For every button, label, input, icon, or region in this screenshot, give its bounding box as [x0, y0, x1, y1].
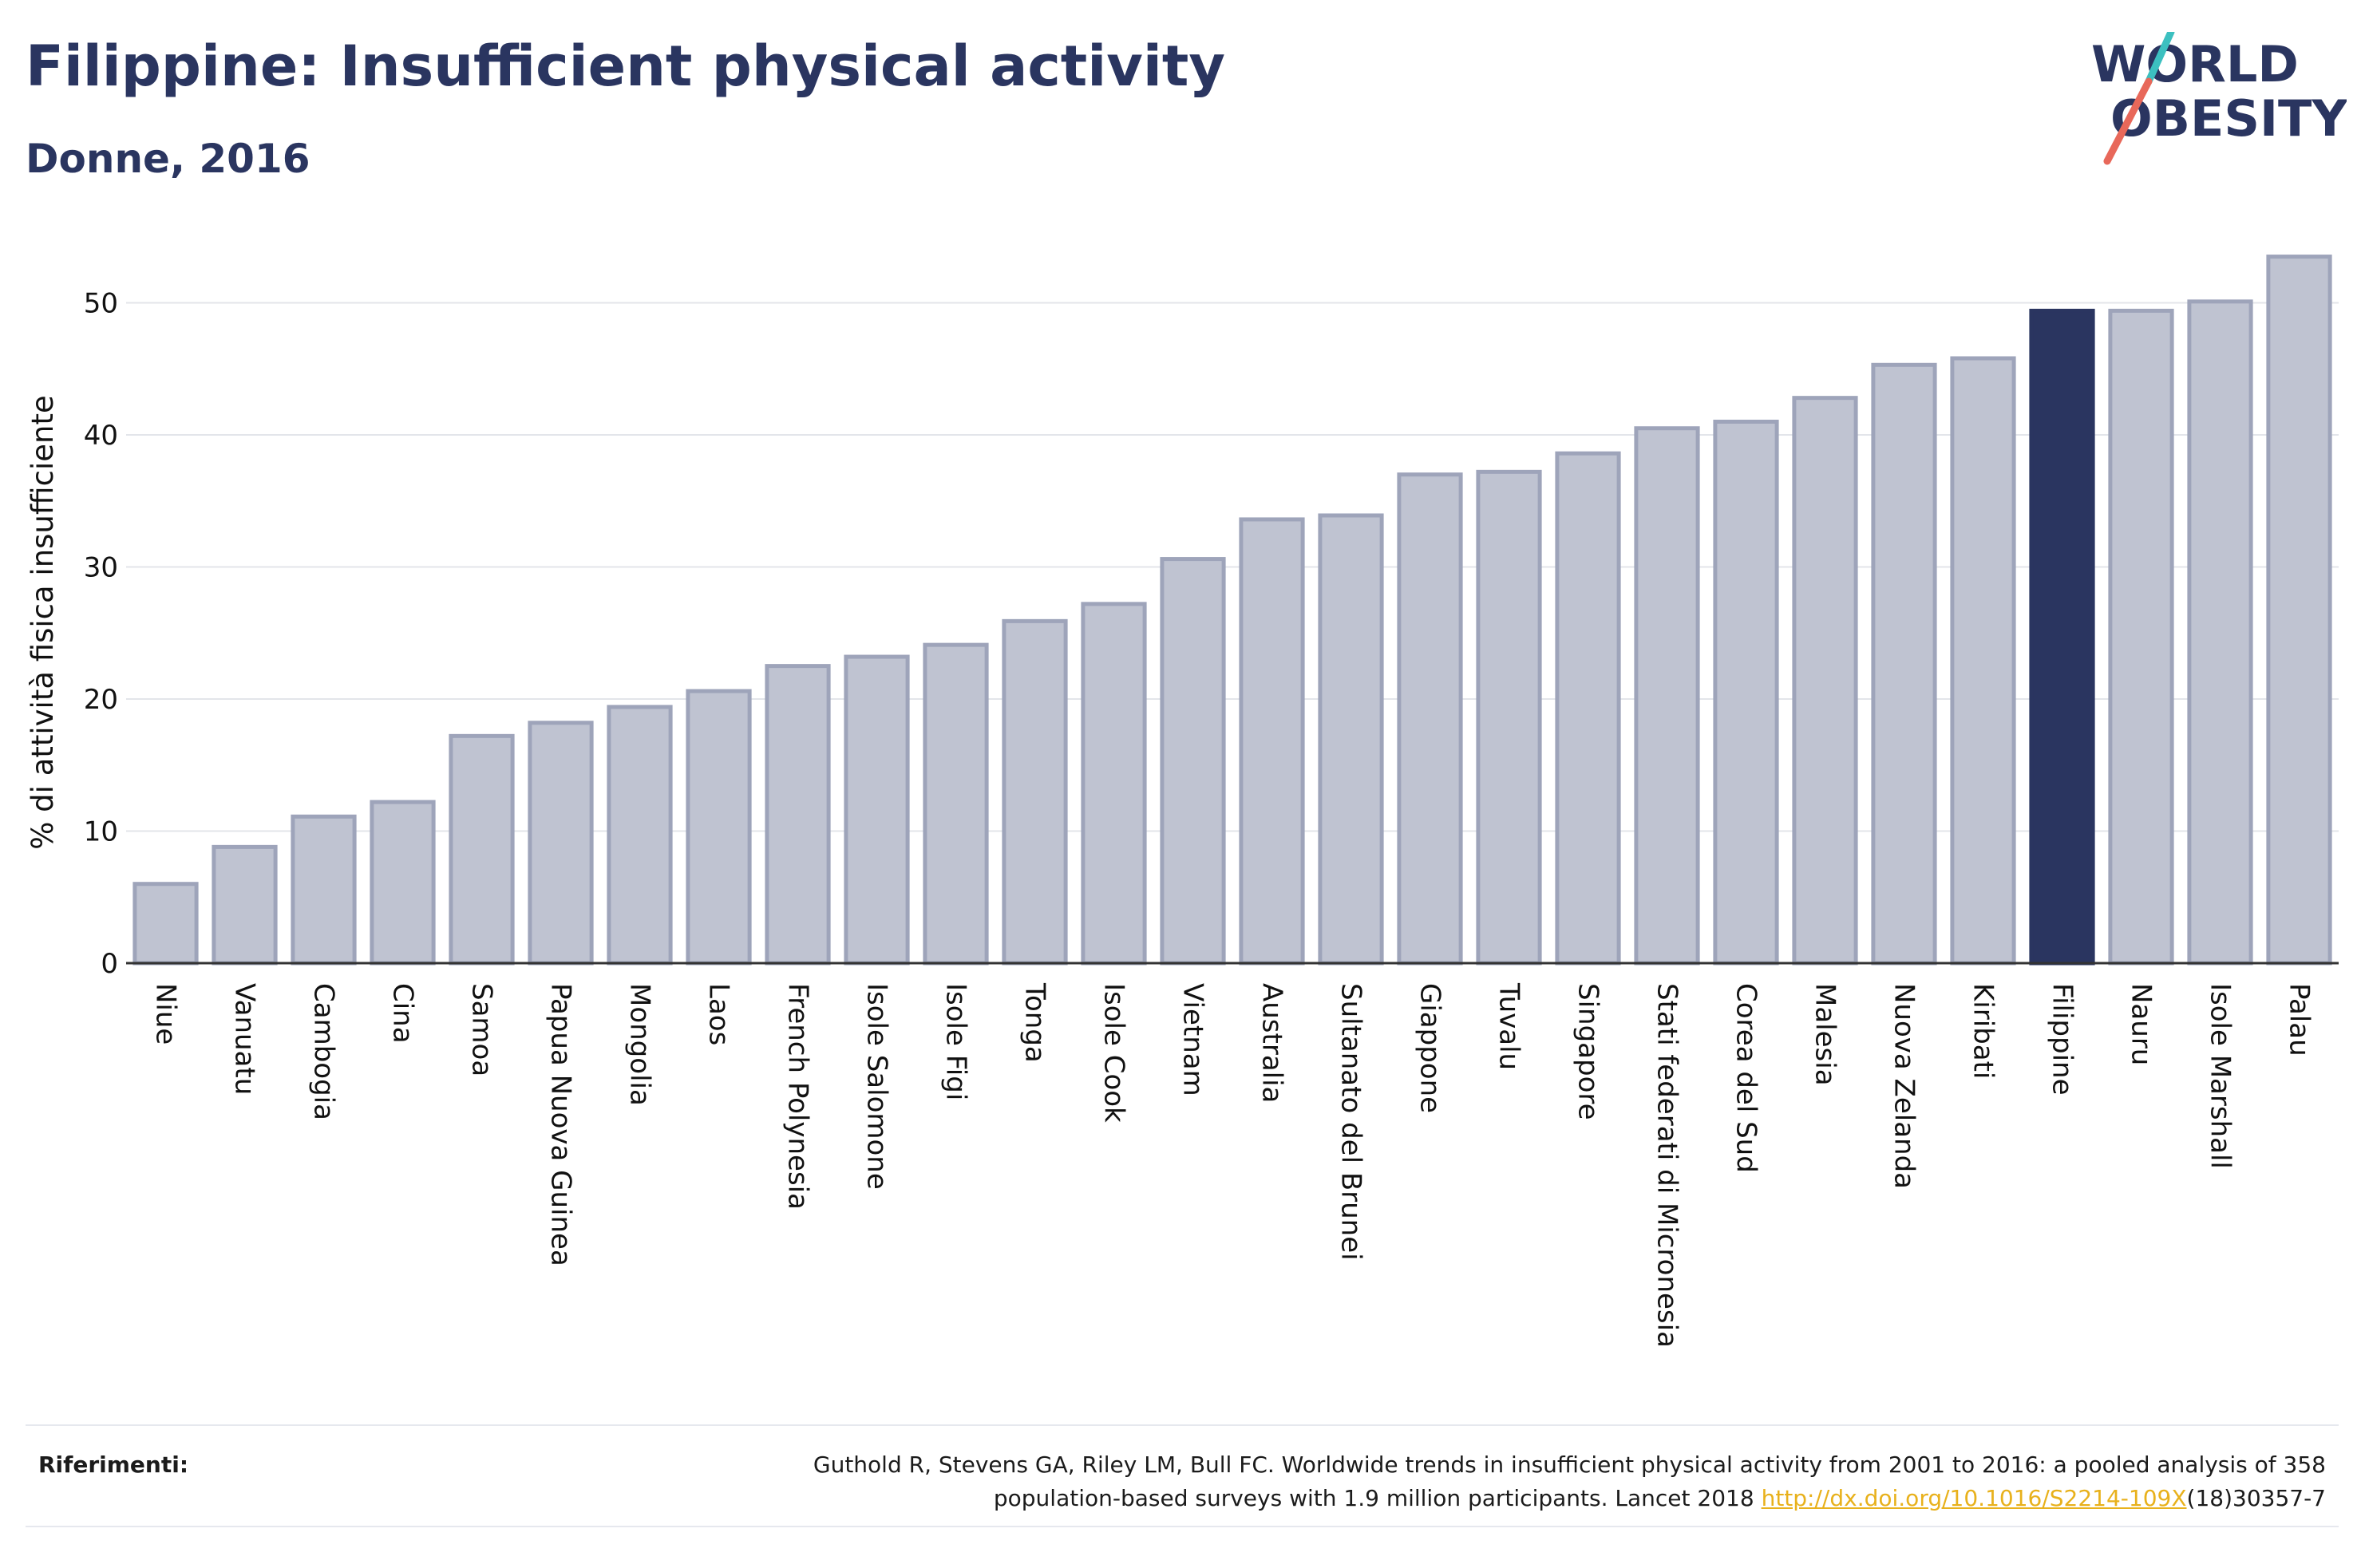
- bar-cina: [370, 800, 436, 966]
- x-tick-label: Filippine: [2047, 983, 2078, 1096]
- x-tick-label: French Polynesia: [782, 983, 814, 1210]
- x-tick-label: Isole Figi: [940, 983, 972, 1100]
- x-tick-label: Malesia: [1809, 983, 1841, 1086]
- x-tick-label: Mongolia: [624, 983, 656, 1106]
- x-tick-label: Isole Cook: [1098, 983, 1130, 1123]
- x-tick-label: Cambogia: [308, 983, 340, 1120]
- bar-malesia: [1792, 396, 1858, 966]
- x-tick-label: Stati federati di Micronesia: [1651, 983, 1683, 1348]
- logo-word-world: WORLD: [2091, 35, 2299, 93]
- x-tick-label: Isole Salomone: [861, 983, 893, 1190]
- references-panel: Riferimenti: Guthold R, Stevens GA, Rile…: [26, 1424, 2339, 1527]
- x-tick-label: Papua Nuova Guinea: [545, 983, 577, 1266]
- bar-stati-federati-di-micronesia: [1634, 426, 1700, 966]
- y-tick-label: 10: [84, 816, 118, 848]
- logo-slash-coral: [2103, 77, 2153, 165]
- bar-papua-nuova-guinea: [528, 721, 594, 966]
- bar-layer: [132, 255, 2332, 966]
- x-tick-label: Vanuatu: [229, 983, 261, 1095]
- x-tick-labels: Niue Vanuatu Cambogia Cina Samoa Papua Nuova …: [150, 982, 2316, 1348]
- reference-doi-link[interactable]: http://dx.doi.org/10.1016/S2214-109X: [1761, 1485, 2187, 1511]
- bar-cambogia: [291, 814, 357, 966]
- y-tick-label: 0: [101, 948, 118, 980]
- bar-tuvalu: [1476, 469, 1542, 966]
- x-tick-label: Tonga: [1019, 982, 1051, 1063]
- bar-french-polynesia: [765, 664, 831, 966]
- bar-isole-salomone: [844, 654, 910, 966]
- logo-word-obesity: OBESITY: [2110, 89, 2347, 148]
- x-tick-label: Isole Marshall: [2205, 983, 2236, 1169]
- chart-title: Filippine: Insufficient physical activit…: [26, 34, 1225, 99]
- x-tick-label: Cina: [387, 983, 419, 1044]
- reference-line-2-prefix: population-based surveys with 1.9 millio…: [993, 1485, 1762, 1511]
- bar-palau: [2266, 255, 2332, 966]
- x-tick-label: Vietnam: [1177, 983, 1209, 1096]
- x-tick-label: Nauru: [2126, 983, 2157, 1065]
- y-axis-label: % di attività fisica insufficiente: [26, 395, 60, 850]
- bar-corea-del-sud: [1713, 419, 1779, 966]
- reference-line-2-suffix: (18)30357-7: [2186, 1485, 2326, 1511]
- y-tick-labels: 0 10 20 30 40 50: [84, 288, 118, 981]
- bar-sultanato-del-brunei: [1318, 513, 1384, 966]
- bar-vanuatu: [212, 844, 278, 966]
- x-tick-label: Nuova Zelanda: [1888, 983, 1920, 1189]
- reference-line-1: Guthold R, Stevens GA, Riley LM, Bull FC…: [813, 1451, 2326, 1478]
- y-tick-label: 40: [84, 420, 118, 452]
- bar-mongolia: [607, 705, 673, 966]
- logo-slash-teal: [2145, 32, 2175, 85]
- x-tick-label: Palau: [2284, 983, 2316, 1057]
- x-tick-label: Sultanato del Brunei: [1335, 983, 1367, 1261]
- bar-niue: [132, 882, 199, 966]
- y-tick-label: 50: [84, 288, 118, 320]
- chart-subtitle: Donne, 2016: [26, 136, 310, 182]
- bar-filippine: [2029, 308, 2095, 966]
- x-tick-label: Tuvalu: [1493, 982, 1525, 1070]
- x-tick-label: Laos: [703, 983, 735, 1045]
- bar-nuova-zelanda: [1871, 362, 1937, 966]
- bar-tonga: [1002, 618, 1068, 966]
- bar-laos: [686, 689, 752, 966]
- x-tick-label: Australia: [1256, 983, 1288, 1103]
- world-obesity-logo: WORLD OBESITY: [2091, 32, 2347, 165]
- x-tick-label: Kiribati: [1968, 983, 1999, 1079]
- x-tick-label: Niue: [150, 983, 182, 1045]
- bar-nauru: [2108, 308, 2174, 966]
- bar-isole-figi: [923, 642, 989, 966]
- bar-isole-marshall: [2187, 299, 2253, 966]
- references-text: Guthold R, Stevens GA, Riley LM, Bull FC…: [490, 1448, 2326, 1515]
- bar-vietnam: [1160, 557, 1226, 966]
- references-label: Riferimenti:: [38, 1451, 189, 1478]
- bar-giappone: [1397, 472, 1463, 966]
- x-tick-label: Corea del Sud: [1730, 983, 1762, 1173]
- y-tick-label: 30: [84, 552, 118, 584]
- bar-singapore: [1555, 451, 1621, 966]
- y-tick-label: 20: [84, 684, 118, 716]
- bar-samoa: [449, 733, 515, 966]
- x-tick-label: Singapore: [1572, 983, 1604, 1120]
- bar-australia: [1239, 517, 1305, 966]
- x-tick-label: Giappone: [1414, 983, 1446, 1113]
- bar-kiribati: [1950, 356, 2016, 966]
- bar-isole-cook: [1081, 602, 1147, 966]
- x-tick-label: Samoa: [466, 983, 498, 1076]
